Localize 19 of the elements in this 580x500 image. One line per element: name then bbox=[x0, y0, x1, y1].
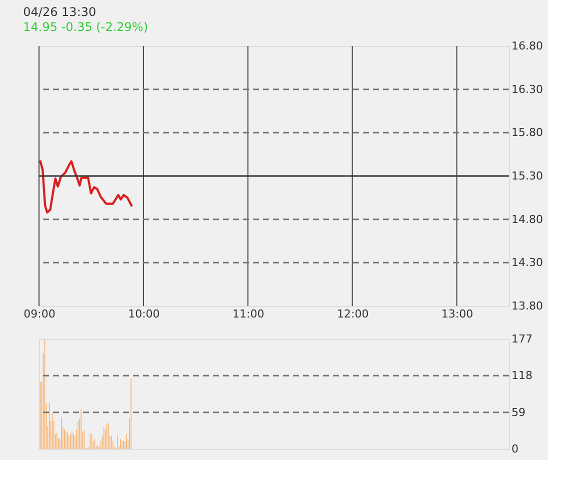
y-tick-label: 14.80 bbox=[512, 212, 543, 226]
y-tick-label: 13.80 bbox=[512, 300, 543, 312]
y-tick-label: 118 bbox=[512, 369, 532, 382]
x-tick-label: 10:00 bbox=[128, 308, 160, 320]
line-series bbox=[39, 159, 134, 214]
y-tick-label: 0 bbox=[512, 442, 518, 456]
x-tick-label: 12:00 bbox=[336, 308, 369, 320]
x-tick-label: 09:00 bbox=[24, 308, 56, 320]
y-tick-label: 15.30 bbox=[512, 170, 543, 182]
y-tick-label: 59 bbox=[512, 406, 526, 419]
text: 14.95 -0.35 (-2.29%) bbox=[23, 20, 148, 34]
y-tick-label: 14.30 bbox=[512, 256, 543, 270]
y-tick-label: 15.80 bbox=[512, 126, 543, 140]
x-tick-label: 13:00 bbox=[441, 308, 474, 320]
x-tick-label: 11:00 bbox=[232, 308, 264, 320]
y-tick-label: 16.30 bbox=[512, 82, 543, 96]
y-tick-label: 16.80 bbox=[512, 40, 543, 52]
y-tick-label: 177 bbox=[512, 332, 532, 346]
chart-title: 04/26 13:30 bbox=[23, 5, 96, 19]
